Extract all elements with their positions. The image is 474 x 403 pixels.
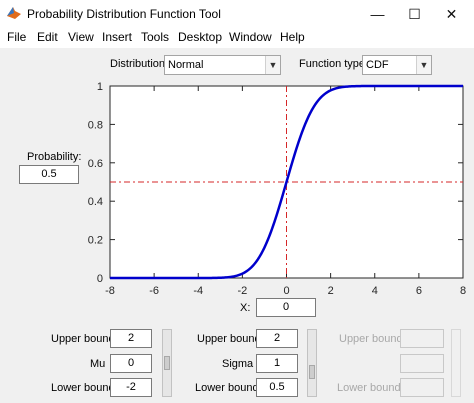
y-tick-label: 1 bbox=[97, 81, 103, 93]
x-axis-ticks: -8 -6 -4 -2 0 2 4 6 8 bbox=[105, 86, 466, 297]
probability-label: Probability: bbox=[27, 151, 82, 163]
x-tick-label: -8 bbox=[105, 285, 115, 297]
mu-value-field[interactable]: 0 bbox=[110, 354, 152, 373]
probability-field[interactable]: 0.5 bbox=[19, 165, 79, 184]
sigma-value-field[interactable]: 1 bbox=[256, 354, 298, 373]
chevron-down-icon: ▼ bbox=[416, 56, 431, 74]
y-tick-label: 0.4 bbox=[88, 196, 103, 208]
mu-upper-bound-field[interactable]: 2 bbox=[110, 329, 152, 348]
y-axis-ticks: 0 0.2 0.4 0.6 0.8 1 bbox=[88, 81, 463, 285]
distribution-label: Distribution: bbox=[110, 58, 169, 70]
y-tick-label: 0.2 bbox=[88, 235, 103, 247]
mu-lower-bound-label: Lower bound bbox=[51, 382, 115, 394]
cdf-curve-line bbox=[110, 84, 463, 280]
x-tick-label: 2 bbox=[328, 285, 334, 297]
sigma-lower-bound-field[interactable]: 0.5 bbox=[256, 378, 298, 397]
minimize-button[interactable]: — bbox=[370, 6, 385, 22]
x-value-field[interactable]: 0 bbox=[256, 298, 316, 317]
close-button[interactable]: ✕ bbox=[445, 6, 458, 22]
x-tick-label: -2 bbox=[237, 285, 247, 297]
chevron-down-icon: ▼ bbox=[265, 56, 280, 74]
param3-upper-bound-field bbox=[400, 329, 444, 348]
sigma-upper-bound-field[interactable]: 2 bbox=[256, 329, 298, 348]
function-type-label: Function type: bbox=[299, 58, 369, 70]
x-tick-label: 4 bbox=[372, 285, 378, 297]
sigma-slider[interactable] bbox=[307, 329, 317, 397]
sigma-lower-bound-label: Lower bound bbox=[195, 382, 259, 394]
y-tick-label: 0.8 bbox=[88, 119, 103, 131]
title-bar[interactable]: Probability Distribution Function Tool —… bbox=[0, 0, 474, 28]
menu-edit[interactable]: Edit bbox=[37, 30, 58, 44]
y-tick-label: 0 bbox=[97, 273, 103, 285]
cdf-plot[interactable]: 0 0.2 0.4 0.6 0.8 1 -8 -6 -4 -2 0 2 4 6 8 bbox=[0, 78, 474, 303]
mu-slider-thumb[interactable] bbox=[164, 356, 170, 370]
maximize-button[interactable]: ☐ bbox=[408, 6, 421, 22]
x-tick-label: 6 bbox=[416, 285, 422, 297]
mu-lower-bound-field[interactable]: -2 bbox=[110, 378, 152, 397]
distribution-select[interactable]: Normal ▼ bbox=[164, 55, 281, 75]
menu-bar: File Edit View Insert Tools Desktop Wind… bbox=[0, 28, 474, 48]
function-type-select[interactable]: CDF ▼ bbox=[362, 55, 432, 75]
param3-value-field bbox=[400, 354, 444, 373]
x-tick-label: 0 bbox=[283, 285, 289, 297]
mu-upper-bound-label: Upper bound bbox=[51, 333, 115, 345]
function-type-value: CDF bbox=[366, 59, 389, 71]
param3-upper-bound-label: Upper bound bbox=[339, 333, 403, 345]
sigma-slider-thumb[interactable] bbox=[309, 364, 315, 379]
sigma-upper-bound-label: Upper bound bbox=[197, 333, 261, 345]
mu-label: Mu bbox=[90, 358, 106, 370]
menu-tools[interactable]: Tools bbox=[141, 30, 170, 44]
x-label: X: bbox=[240, 302, 251, 314]
menu-window[interactable]: Window bbox=[229, 30, 272, 44]
menu-file[interactable]: File bbox=[7, 30, 27, 44]
menu-desktop[interactable]: Desktop bbox=[178, 30, 223, 44]
param3-lower-bound-field bbox=[400, 378, 444, 397]
menu-insert[interactable]: Insert bbox=[102, 30, 133, 44]
x-tick-label: 8 bbox=[460, 285, 466, 297]
crosshair-lines bbox=[110, 86, 463, 278]
menu-help[interactable]: Help bbox=[280, 30, 305, 44]
mu-slider[interactable] bbox=[162, 329, 172, 397]
window-title: Probability Distribution Function Tool bbox=[27, 7, 221, 21]
matlab-icon bbox=[7, 7, 21, 19]
distribution-value: Normal bbox=[168, 59, 204, 71]
x-tick-label: -4 bbox=[193, 285, 203, 297]
param3-lower-bound-label: Lower bound bbox=[337, 382, 401, 394]
x-tick-label: -6 bbox=[149, 285, 159, 297]
sigma-label: Sigma bbox=[222, 358, 254, 370]
y-tick-label: 0.6 bbox=[88, 158, 103, 170]
param3-slider bbox=[451, 329, 461, 397]
menu-view[interactable]: View bbox=[68, 30, 94, 44]
